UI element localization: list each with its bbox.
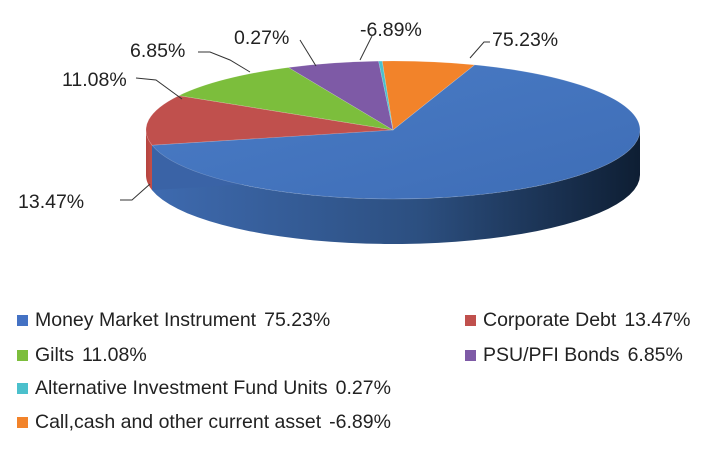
slice-call-cash: [381, 60, 476, 131]
legend-item-corporate-debt: Corporate Debt 13.47%: [465, 309, 690, 332]
legend-swatch: [17, 417, 28, 428]
data-label-call-cash: -6.89%: [360, 19, 422, 41]
pie-chart: 75.23% 13.47% 11.08%6.85% 0.27% -6.89%: [18, 19, 641, 244]
slice-alternative-investment: [378, 60, 394, 131]
legend-item-psu-pfi-bonds: PSU/PFI Bonds 6.85%: [465, 344, 683, 367]
slice-gilts: [177, 67, 394, 131]
legend-value: 0.27%: [335, 377, 391, 399]
legend-swatch: [17, 383, 28, 394]
slice-corporate-debt: [145, 95, 394, 146]
legend-item-call-cash: Call,cash and other current asset -6.89%: [17, 411, 391, 434]
legend-label: Call,cash and other current asset: [35, 411, 322, 433]
data-label-gilts: 11.08%: [62, 69, 127, 91]
slice-money-market: [151, 64, 641, 200]
data-label-alternative-investment: 0.27%: [234, 27, 289, 49]
leader-line: [299, 39, 317, 67]
data-label-psu-pfi-bonds: 6.85%: [130, 40, 185, 62]
legend-label: Corporate Debt: [483, 309, 617, 331]
legend-label: Alternative Investment Fund Units: [35, 377, 328, 399]
slice-side-money-market: [152, 130, 641, 244]
legend-swatch: [465, 350, 476, 361]
legend-swatch: [17, 315, 28, 326]
legend-item-gilts: Gilts 11.08%: [17, 344, 147, 367]
data-label-corporate-debt: 13.47%: [18, 191, 84, 213]
leader-line: [120, 183, 151, 201]
data-label-money-market: 75.23%: [492, 29, 558, 51]
legend-swatch: [465, 315, 476, 326]
slice-psu-pfi-bonds: [287, 60, 394, 131]
slice-side-corporate-debt: [146, 130, 153, 191]
leader-line: [198, 51, 251, 73]
legend-value: 11.08%: [82, 344, 147, 366]
leader-line: [359, 35, 373, 61]
legend-value: -6.89%: [329, 411, 391, 433]
leader-line: [135, 77, 183, 100]
legend-value: 6.85%: [627, 344, 683, 366]
legend-value: 13.47%: [624, 309, 691, 331]
legend-value: 75.23%: [264, 309, 331, 331]
legend-item-money-market: Money Market Instrument 75.23%: [17, 309, 330, 332]
legend-label: Gilts: [35, 344, 74, 366]
leader-line: [469, 41, 490, 59]
legend-swatch: [17, 350, 28, 361]
legend-label: PSU/PFI Bonds: [483, 344, 620, 366]
legend-label: Money Market Instrument: [35, 309, 257, 331]
legend-item-alternative-investment: Alternative Investment Fund Units 0.27%: [17, 377, 391, 400]
